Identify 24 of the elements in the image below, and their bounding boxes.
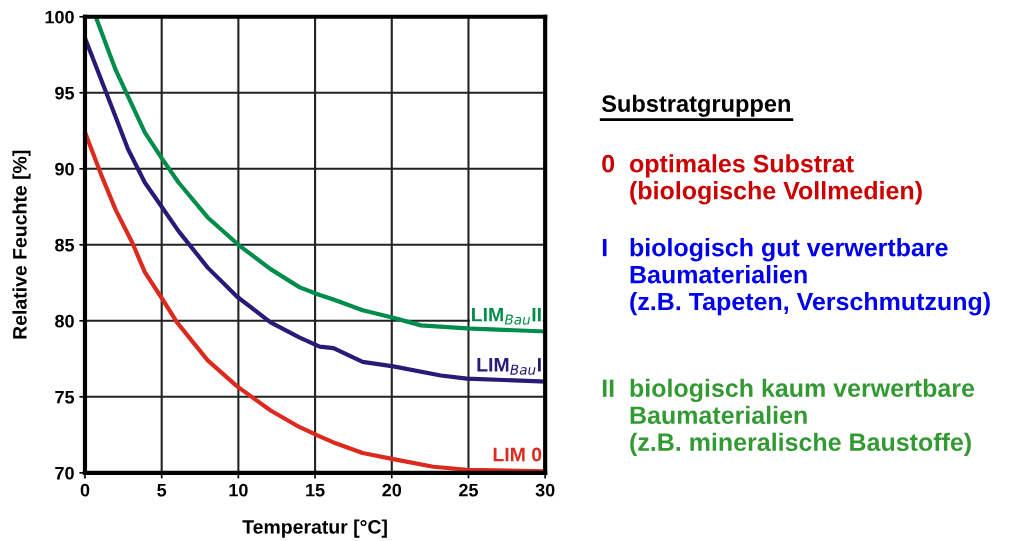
x-tick-label: 5 (157, 483, 167, 497)
y-tick-label: 95 (55, 86, 75, 100)
x-tick-label: 15 (306, 483, 325, 497)
y-tick-label: 85 (55, 238, 75, 252)
x-tick-label: 20 (382, 483, 402, 497)
text: 0 optimales Substrat (biologische Vollmedien) (602, 154, 922, 205)
x-tick-label: 10 (229, 483, 248, 497)
series-label: LIM 0 (493, 447, 542, 462)
y-tick-label: 90 (55, 162, 74, 176)
x-axis-title: Temperatur [°C] (242, 519, 387, 538)
x-tick-label: 0 (80, 483, 90, 497)
line-series (93, 16, 546, 334)
x-tick-label: 30 (535, 483, 555, 497)
series-label: LIM$_{Bau}$I (477, 358, 541, 375)
text: I biologisch gut verwertbare Baumaterialien (z.B. Tapeten, Verschmutzung) (602, 238, 990, 316)
y-tick-label: 100 (45, 10, 74, 24)
y-tick-label: 80 (55, 314, 74, 328)
text: Substratgruppen (601, 94, 790, 117)
y-tick-label: 70 (55, 466, 74, 480)
y-tick-label: 75 (55, 390, 75, 404)
y-axis-title: Relative Feuchte [%] (12, 150, 31, 339)
series-label: LIM$_{Bau}$II (472, 307, 541, 325)
x-tick-label: 25 (459, 483, 479, 497)
text: II biologisch kaum verwertbare Baumaterialien (z.B. mineralische Baustoffe) (602, 378, 975, 456)
